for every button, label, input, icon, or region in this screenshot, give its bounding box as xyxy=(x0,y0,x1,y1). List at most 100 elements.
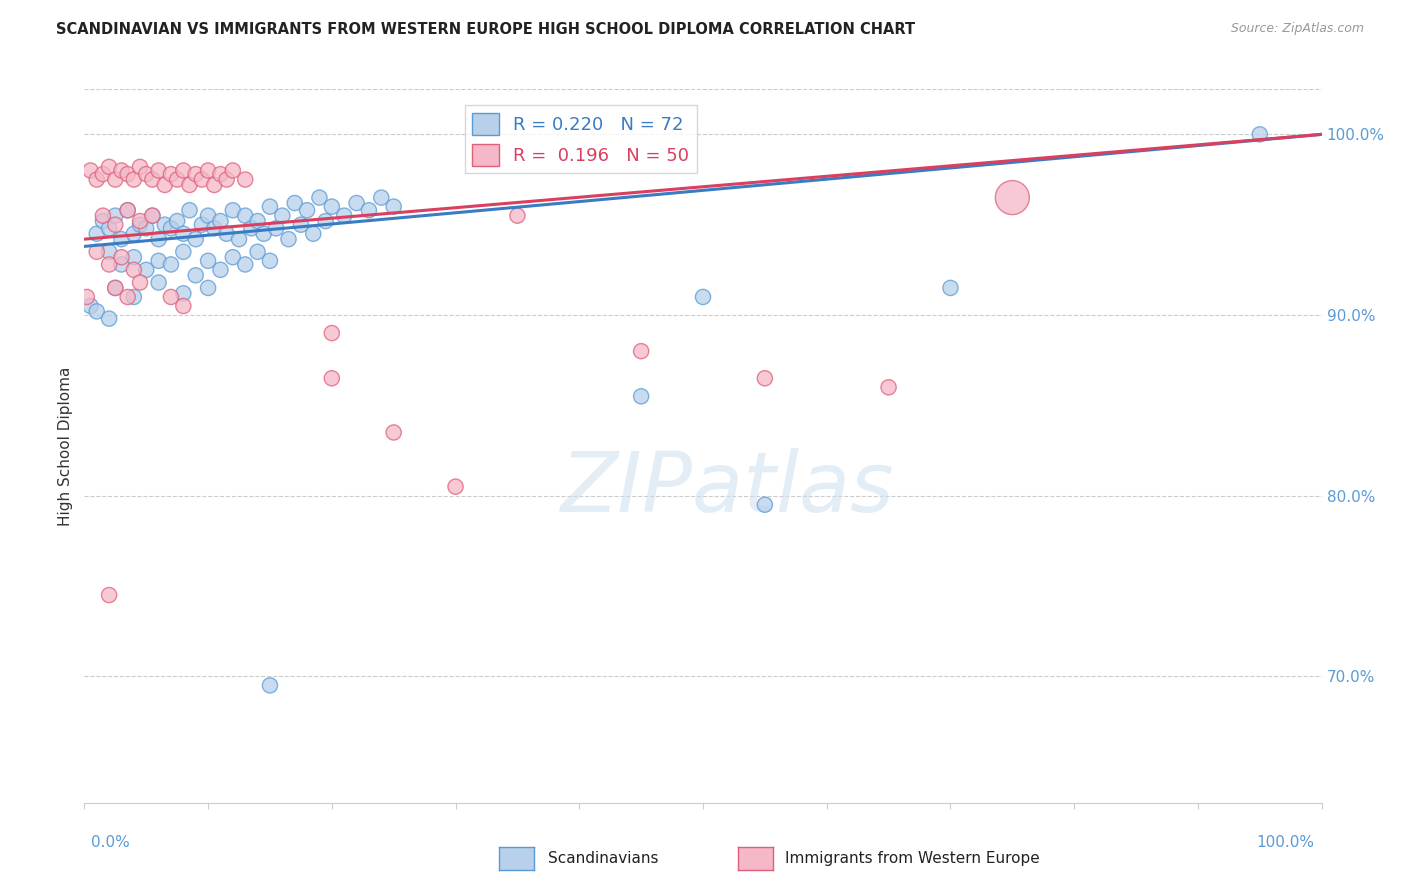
Point xyxy=(117,203,139,218)
Point xyxy=(98,311,121,326)
Point xyxy=(122,290,145,304)
Point xyxy=(215,227,238,241)
Point xyxy=(209,214,232,228)
Legend: R = 0.220   N = 72, R =  0.196   N = 50: R = 0.220 N = 72, R = 0.196 N = 50 xyxy=(464,105,696,173)
Point xyxy=(172,286,194,301)
Point xyxy=(302,227,325,241)
Point xyxy=(228,232,250,246)
Point xyxy=(86,304,108,318)
Point xyxy=(939,281,962,295)
Point xyxy=(166,214,188,228)
Point xyxy=(160,290,183,304)
Point xyxy=(86,244,108,259)
Point xyxy=(98,221,121,235)
Point xyxy=(79,163,101,178)
Point xyxy=(506,209,529,223)
Text: SCANDINAVIAN VS IMMIGRANTS FROM WESTERN EUROPE HIGH SCHOOL DIPLOMA CORRELATION C: SCANDINAVIAN VS IMMIGRANTS FROM WESTERN … xyxy=(56,22,915,37)
Point xyxy=(1249,128,1271,142)
Point xyxy=(233,209,256,223)
Point xyxy=(233,172,256,186)
Point xyxy=(117,167,139,181)
Point xyxy=(692,290,714,304)
Point xyxy=(197,209,219,223)
Point xyxy=(333,209,356,223)
Point xyxy=(141,209,163,223)
Point xyxy=(209,167,232,181)
Point xyxy=(382,200,405,214)
Point xyxy=(754,498,776,512)
Point xyxy=(141,172,163,186)
Point xyxy=(253,227,276,241)
Point xyxy=(382,425,405,440)
Point xyxy=(284,196,307,211)
Point xyxy=(259,253,281,268)
Point xyxy=(91,167,114,181)
Point xyxy=(91,209,114,223)
Point xyxy=(135,263,157,277)
Point xyxy=(129,218,152,232)
Point xyxy=(148,253,170,268)
Point xyxy=(110,232,132,246)
Point xyxy=(153,178,176,192)
Point xyxy=(129,276,152,290)
Point xyxy=(117,203,139,218)
Point xyxy=(209,263,232,277)
Point xyxy=(110,257,132,271)
Point xyxy=(197,253,219,268)
Point xyxy=(259,200,281,214)
Point xyxy=(122,263,145,277)
Point xyxy=(246,244,269,259)
Point xyxy=(153,218,176,232)
Point xyxy=(264,221,287,235)
Point xyxy=(370,191,392,205)
Point xyxy=(122,172,145,186)
Point xyxy=(104,209,127,223)
Point xyxy=(122,250,145,264)
Point xyxy=(191,172,214,186)
Text: 0.0%: 0.0% xyxy=(91,836,131,850)
Point xyxy=(277,232,299,246)
Point xyxy=(197,281,219,295)
Point xyxy=(246,214,269,228)
Point xyxy=(444,480,467,494)
Point xyxy=(357,203,380,218)
Point xyxy=(110,250,132,264)
Point xyxy=(202,221,225,235)
Point xyxy=(321,326,343,340)
Point xyxy=(104,281,127,295)
Text: Source: ZipAtlas.com: Source: ZipAtlas.com xyxy=(1230,22,1364,36)
Point xyxy=(141,209,163,223)
Text: 100.0%: 100.0% xyxy=(1257,836,1315,850)
Point xyxy=(1001,191,1024,205)
Point xyxy=(630,344,652,359)
Text: Scandinavians: Scandinavians xyxy=(548,852,659,866)
Point xyxy=(346,196,368,211)
Point xyxy=(86,227,108,241)
Point xyxy=(215,172,238,186)
Point xyxy=(98,244,121,259)
Text: ZIPatlas: ZIPatlas xyxy=(561,449,894,529)
Point xyxy=(191,218,214,232)
Point xyxy=(91,214,114,228)
Point xyxy=(222,163,245,178)
Point xyxy=(184,268,207,283)
Point xyxy=(222,203,245,218)
Point xyxy=(129,214,152,228)
Point xyxy=(271,209,294,223)
Point xyxy=(135,167,157,181)
Point xyxy=(308,191,330,205)
Point xyxy=(202,178,225,192)
Point xyxy=(877,380,900,394)
Point xyxy=(259,678,281,692)
Point xyxy=(184,167,207,181)
Point xyxy=(160,257,183,271)
Point xyxy=(104,172,127,186)
Point xyxy=(148,232,170,246)
Point xyxy=(754,371,776,385)
Y-axis label: High School Diploma: High School Diploma xyxy=(58,367,73,525)
Point xyxy=(160,221,183,235)
Point xyxy=(110,163,132,178)
Point xyxy=(148,163,170,178)
Point xyxy=(172,163,194,178)
Point xyxy=(295,203,318,218)
